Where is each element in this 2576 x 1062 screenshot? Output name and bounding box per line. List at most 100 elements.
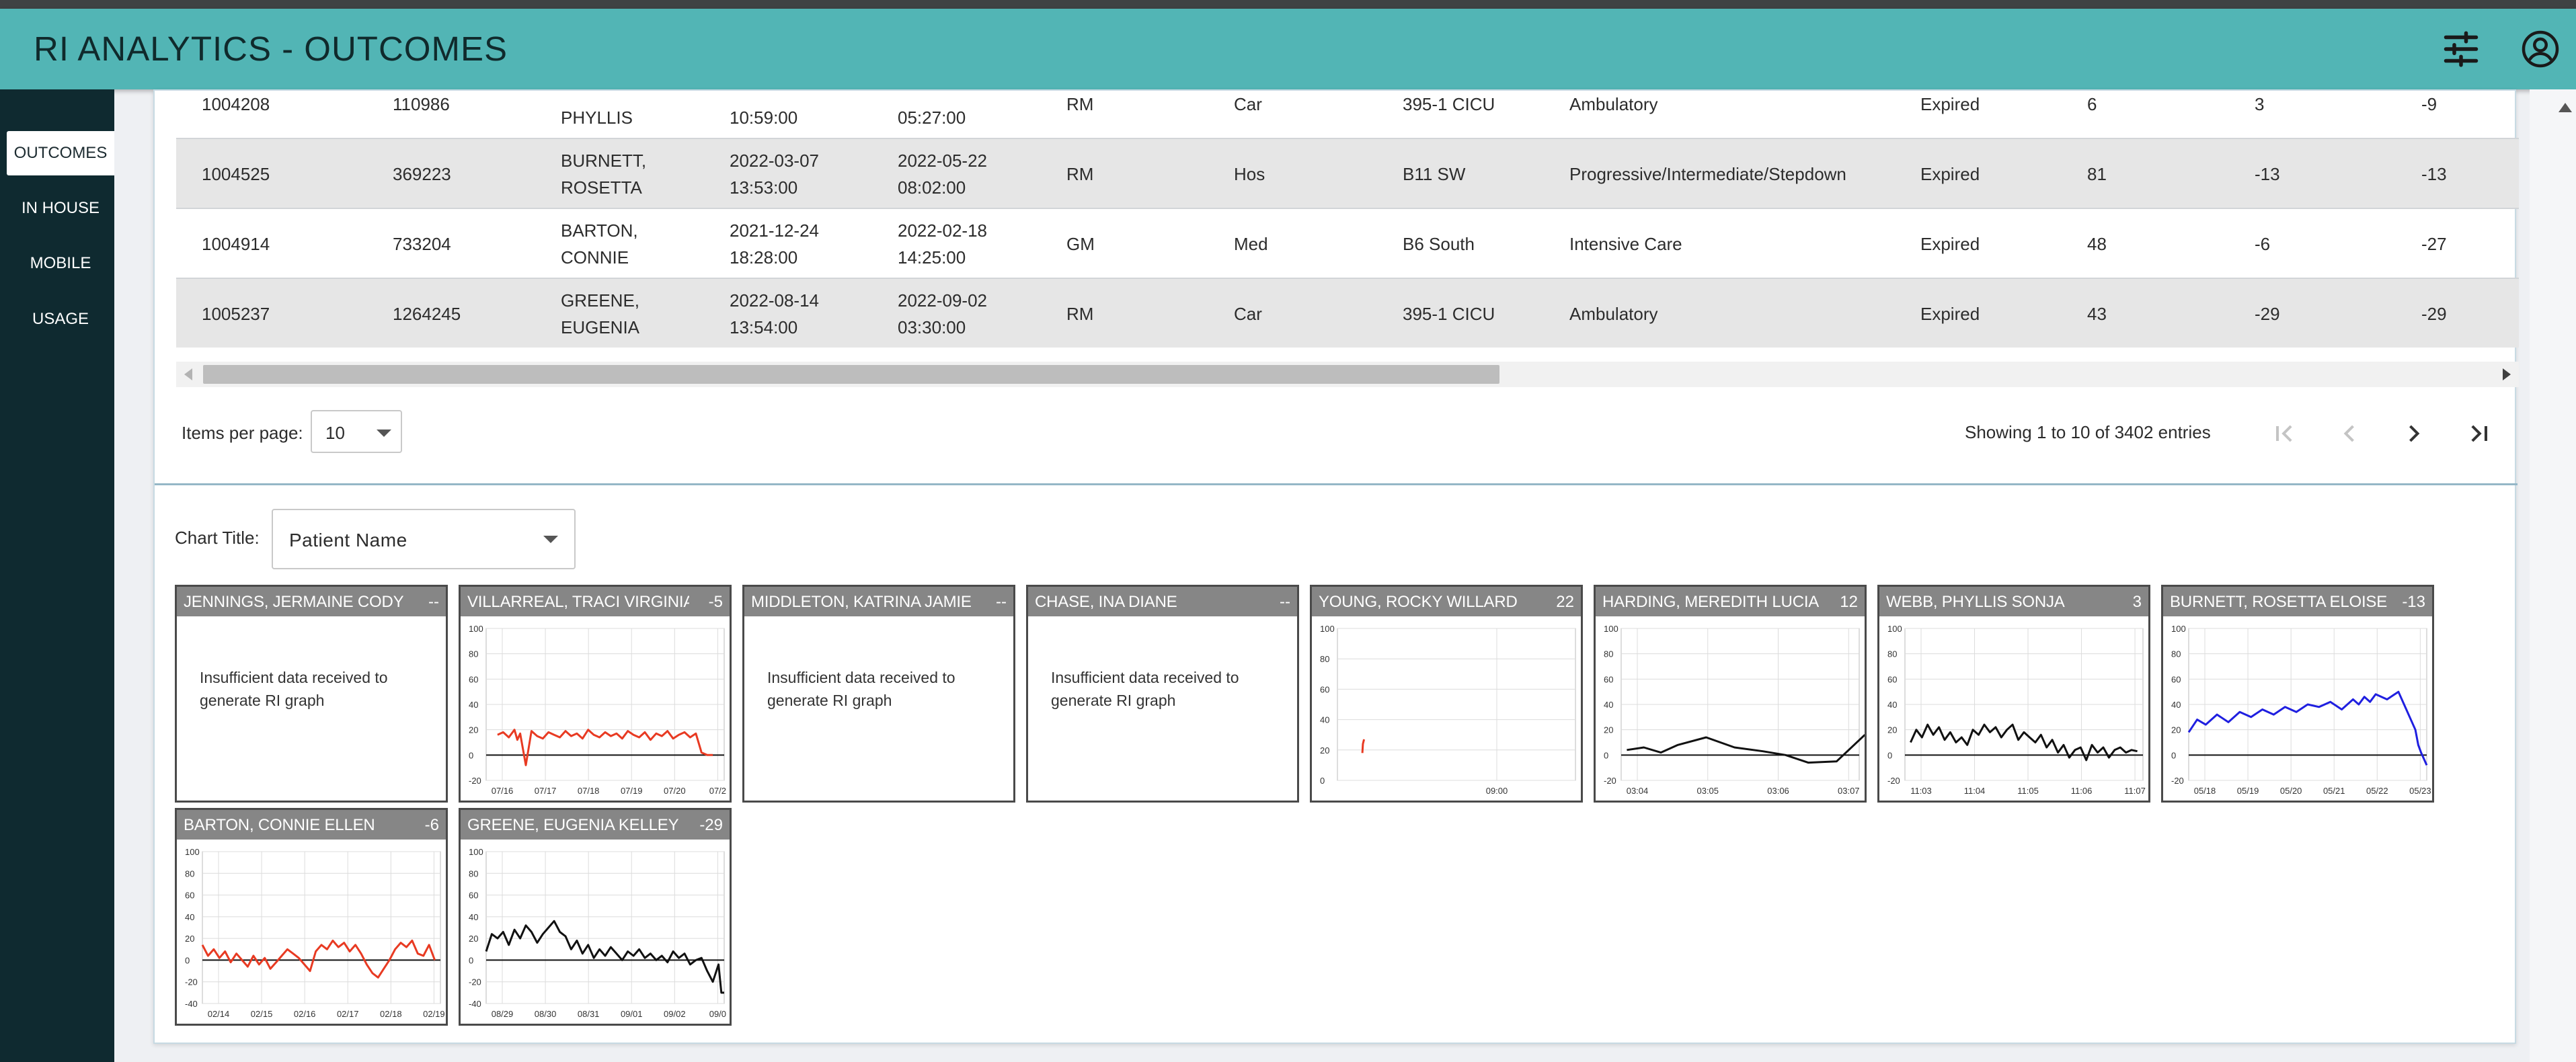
chart-card-header: VILLARREAL, TRACI VIRGINIA -5 xyxy=(461,587,730,616)
table-cell: RM xyxy=(1066,94,1094,114)
table-cell: 18:28:00 xyxy=(730,247,798,268)
sidebar-item-mobile[interactable]: MOBILE xyxy=(30,254,91,272)
y-tick-label: 80 xyxy=(469,649,478,659)
sidebar-item-usage[interactable]: USAGE xyxy=(32,310,89,328)
patient-chart-card[interactable]: BARTON, CONNIE ELLEN -6 100 80 60 40 20 0 -20 -40… xyxy=(175,808,448,1026)
ri-series-line xyxy=(2187,690,2428,766)
table-cell: Hos xyxy=(1234,164,1265,184)
y-tick-label: 80 xyxy=(1320,654,1329,664)
chart-title-select[interactable]: Patient Name xyxy=(272,509,576,569)
table-cell: Intensive Care xyxy=(1569,234,1682,254)
sidebar-item-outcomes[interactable]: OUTCOMES xyxy=(7,131,114,175)
table-horizontal-scrollbar[interactable] xyxy=(176,362,2519,387)
patient-chart-card[interactable]: BURNETT, ROSETTA ELOISE -13 100 80 60 40 20 0 -2… xyxy=(2161,585,2434,803)
chart-ri-value: -13 xyxy=(2402,593,2425,611)
y-tick-label: 80 xyxy=(469,868,478,879)
x-tick-label: 02/18 xyxy=(380,1009,402,1019)
table-row[interactable]: 1004208 110986 RM Car 395-1 CICU Ambulatory Ex… xyxy=(176,91,2519,139)
x-tick-label: 05/23 xyxy=(2409,786,2431,796)
chart-card-header: BARTON, CONNIE ELLEN -6 xyxy=(177,810,446,840)
table-cell: 2022-09-02 xyxy=(898,290,987,311)
chart-ri-value: -- xyxy=(1280,593,1290,611)
scroll-right-arrow-icon[interactable] xyxy=(2503,368,2511,380)
table-cell: 110986 xyxy=(393,94,450,114)
chart-ri-value: 12 xyxy=(1840,593,1858,611)
table-cell: Ambulatory xyxy=(1569,304,1658,324)
chart-card-header: MIDDLETON, KATRINA JAMIE -- xyxy=(744,587,1013,616)
y-tick-label: 60 xyxy=(469,674,478,684)
x-tick-label: 02/15 xyxy=(251,1009,273,1019)
y-tick-label: 0 xyxy=(1887,750,1892,760)
patient-chart-card[interactable]: HARDING, MEREDITH LUCIA 12 100 80 60 40 20 0 -20… xyxy=(1594,585,1867,803)
y-tick-label: 100 xyxy=(469,624,483,634)
chart-card-header: WEBB, PHYLLIS SONJA 3 xyxy=(1879,587,2148,616)
x-tick-label: 05/20 xyxy=(2280,786,2302,796)
x-tick-label: 02/17 xyxy=(337,1009,359,1019)
y-tick-label: 60 xyxy=(1604,674,1613,684)
sliders-icon[interactable] xyxy=(2440,28,2483,71)
page-scrollbar[interactable] xyxy=(2530,89,2576,1062)
y-tick-label: 100 xyxy=(2171,624,2186,634)
table-cell: 03:30:00 xyxy=(898,317,966,337)
insufficient-data-message: Insufficient data received to generate R… xyxy=(200,669,388,709)
y-tick-label: 40 xyxy=(2171,700,2181,710)
table-cell: -9 xyxy=(2421,94,2437,114)
table-cell: 48 xyxy=(2087,234,2107,254)
table-cell: 2022-02-18 xyxy=(898,220,987,241)
patient-chart-card[interactable]: YOUNG, ROCKY WILLARD 22 100 80 60 40 20 0 09:00 xyxy=(1310,585,1583,803)
y-tick-label: 60 xyxy=(2171,674,2181,684)
account-circle-icon[interactable] xyxy=(2519,28,2562,71)
items-per-page-select[interactable]: 10 xyxy=(311,410,402,453)
x-tick-label: 03:06 xyxy=(1767,786,1789,796)
last-page-icon[interactable] xyxy=(2458,413,2499,454)
scrollbar-thumb[interactable] xyxy=(203,365,1499,384)
table-cell: B11 SW xyxy=(1403,164,1466,184)
y-tick-label: 0 xyxy=(469,955,473,965)
items-per-page-label: Items per page: xyxy=(182,423,303,443)
ri-line-chart: 100 80 60 40 20 0 -20 11:03 11:04 11:05 11:06 11:07 xyxy=(1887,624,2146,796)
table-cell: RM xyxy=(1066,164,1094,184)
chart-card-header: HARDING, MEREDITH LUCIA 12 xyxy=(1596,587,1865,616)
y-tick-label: -20 xyxy=(469,776,481,786)
x-tick-label: 07/17 xyxy=(535,786,557,796)
table-row[interactable]: 1004914 733204 GM Med B6 South Intensive Care… xyxy=(176,209,2519,279)
table-cell: -6 xyxy=(2255,234,2271,254)
y-tick-label: 20 xyxy=(469,934,478,944)
chart-card-header: GREENE, EUGENIA KELLEY -29 xyxy=(461,810,730,840)
y-tick-label: 100 xyxy=(1887,624,1902,634)
sidebar-item-in-house[interactable]: IN HOUSE xyxy=(21,199,100,217)
table-cell: Expired xyxy=(1920,234,1980,254)
app-header: RI ANALYTICS - OUTCOMES xyxy=(0,9,2576,89)
plot-area xyxy=(485,851,725,1004)
y-tick-label: 80 xyxy=(2171,649,2181,659)
previous-page-icon[interactable] xyxy=(2329,413,2370,454)
table-cell: BARTON, xyxy=(561,220,638,241)
table-cell: 14:25:00 xyxy=(898,247,966,268)
first-page-icon[interactable] xyxy=(2265,413,2305,454)
scroll-up-arrow-icon[interactable] xyxy=(2559,103,2572,112)
table-row[interactable]: 1004525 369223 RM Hos B11 SW Progressive/Inte… xyxy=(176,139,2519,209)
entries-summary: Showing 1 to 10 of 3402 entries xyxy=(1965,422,2211,442)
patient-chart-card[interactable]: VILLARREAL, TRACI VIRGINIA -5 100 80 60 40 20 0… xyxy=(459,585,732,803)
ri-series-line xyxy=(497,729,713,766)
y-tick-label: 0 xyxy=(2171,750,2176,760)
patient-chart-card[interactable]: WEBB, PHYLLIS SONJA 3 100 80 60 40 20 0 -20 11:03… xyxy=(1877,585,2150,803)
table-cell: Progressive/Intermediate/Stepdown xyxy=(1569,164,1846,184)
scroll-left-arrow-icon[interactable] xyxy=(184,368,192,380)
patient-chart-card[interactable]: CHASE, INA DIANE -- Insufficient data rece… xyxy=(1026,585,1299,803)
table-row[interactable]: 1005237 1264245 RM Car 395-1 CICU Ambulatory E… xyxy=(176,279,2519,348)
chart-ri-value: -29 xyxy=(699,816,723,834)
chart-ri-value: -5 xyxy=(708,593,723,611)
ri-line-chart: 100 80 60 40 20 0 -20 03:04 03:05 03:06 03:07 xyxy=(1604,624,1865,796)
patient-chart-card[interactable]: MIDDLETON, KATRINA JAMIE -- Insufficient d… xyxy=(742,585,1015,803)
patient-chart-card[interactable]: GREENE, EUGENIA KELLEY -29 100 80 60 40 20 0 -20… xyxy=(459,808,732,1026)
y-tick-label: 100 xyxy=(469,847,483,857)
y-tick-label: -20 xyxy=(2171,776,2184,786)
x-tick-label: 07/2 xyxy=(709,786,726,796)
x-tick-label: 11:04 xyxy=(1964,786,1986,796)
next-page-icon[interactable] xyxy=(2394,413,2434,454)
chart-title-value: Patient Name xyxy=(289,530,407,550)
patient-chart-card[interactable]: JENNINGS, JERMAINE CODY -- Insufficient da… xyxy=(175,585,448,803)
table-cell: 1264245 xyxy=(393,304,461,324)
x-tick-label: 03:05 xyxy=(1696,786,1719,796)
